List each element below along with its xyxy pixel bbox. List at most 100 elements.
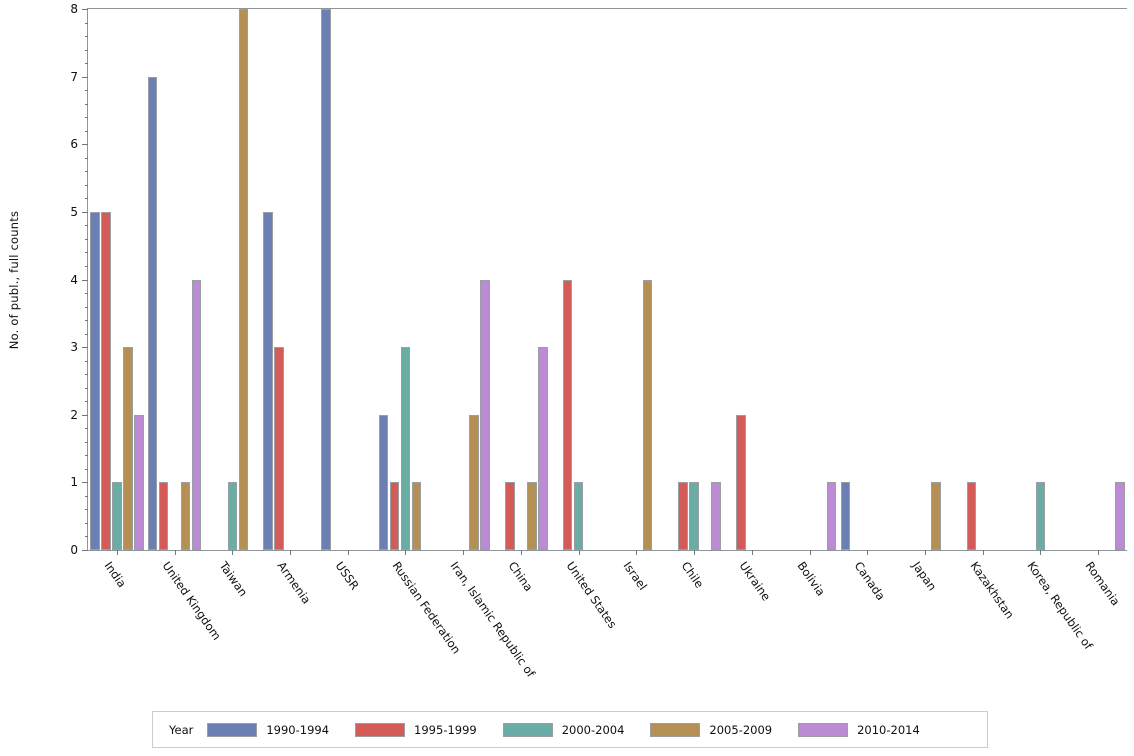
legend-entry[interactable]: 2005-2009 xyxy=(650,722,772,737)
y-axis-minor-tick xyxy=(84,320,88,322)
x-axis-tick xyxy=(347,550,349,555)
legend-label: 1995-1999 xyxy=(414,722,477,737)
bar xyxy=(642,279,653,550)
x-axis-tick xyxy=(751,550,753,555)
y-axis-minor-tick xyxy=(84,441,88,443)
legend-swatch xyxy=(502,722,553,737)
x-axis-tick xyxy=(290,550,292,555)
y-axis-major-tick xyxy=(82,279,88,281)
x-axis-tick-label: Japan xyxy=(909,559,940,594)
y-axis-minor-tick xyxy=(84,509,88,511)
y-axis-minor-tick xyxy=(84,130,88,132)
y-axis-minor-tick xyxy=(84,63,88,65)
bar xyxy=(527,482,537,550)
y-axis-tick-label: 2 xyxy=(70,407,78,422)
bar xyxy=(227,482,238,550)
y-axis-tick-label: 3 xyxy=(70,340,78,355)
bar xyxy=(378,414,389,550)
y-axis-minor-tick xyxy=(84,306,88,308)
bar xyxy=(274,347,284,550)
x-axis-tick xyxy=(405,550,407,555)
legend-entry[interactable]: 2000-2004 xyxy=(502,722,625,737)
x-axis-tick-label: Korea, Republic of xyxy=(1024,559,1096,653)
legend-label: 1990-1994 xyxy=(266,722,330,737)
x-axis-tick-label: Israel xyxy=(620,559,651,593)
x-axis-tick xyxy=(867,550,869,555)
y-axis-minor-tick xyxy=(84,333,88,335)
y-axis-minor-tick xyxy=(84,360,88,362)
y-axis-minor-tick xyxy=(84,22,88,24)
legend-swatch xyxy=(207,722,258,737)
x-axis-tick xyxy=(1098,550,1100,555)
x-axis-tick xyxy=(694,550,696,555)
bar xyxy=(711,482,721,550)
x-axis-tick-label: USSR xyxy=(332,559,362,593)
bar xyxy=(736,414,746,550)
y-axis-tick-label: 8 xyxy=(70,2,78,16)
bar xyxy=(90,211,100,550)
bar xyxy=(505,482,515,550)
y-axis-minor-tick xyxy=(84,225,88,227)
y-axis-major-tick xyxy=(82,482,88,484)
y-axis-minor-tick xyxy=(84,252,88,254)
bar xyxy=(191,279,202,550)
bar xyxy=(689,482,699,550)
bar xyxy=(562,279,573,550)
x-axis-tick-label: Armenia xyxy=(274,559,314,607)
x-axis-tick xyxy=(982,550,984,555)
y-axis-major-tick xyxy=(82,144,88,146)
y-axis-minor-tick xyxy=(84,171,88,173)
y-axis-tick-label: 1 xyxy=(70,475,78,490)
y-axis-major-tick xyxy=(82,9,88,10)
legend-entry[interactable]: 1995-1999 xyxy=(355,722,477,737)
legend-swatch xyxy=(650,722,701,737)
y-axis-major-tick xyxy=(82,550,88,551)
y-axis-minor-tick xyxy=(84,103,88,105)
x-axis-tick xyxy=(636,550,638,555)
x-axis-tick xyxy=(174,550,176,555)
y-axis-minor-tick xyxy=(84,265,88,267)
y-axis-tick-label: 5 xyxy=(70,204,78,219)
bar xyxy=(123,347,133,550)
y-axis-title: No. of publ., full counts xyxy=(7,210,21,350)
y-axis-minor-tick xyxy=(84,455,88,457)
y-axis-tick-label: 7 xyxy=(70,69,78,84)
x-axis-tick xyxy=(809,550,811,555)
bar xyxy=(263,211,273,550)
y-axis-minor-tick xyxy=(84,198,88,200)
y-axis-minor-tick xyxy=(84,522,88,524)
legend-title: Year xyxy=(169,722,194,737)
bar xyxy=(573,482,584,550)
x-axis-tick-label: China xyxy=(505,559,536,594)
plot-area: 0 1 2 3 4 5 6 7 8 India United Kingdom Taiwan Armen… xyxy=(70,2,1127,680)
bar xyxy=(158,482,169,550)
bar xyxy=(134,414,144,550)
y-axis-minor-tick xyxy=(84,387,88,389)
y-axis-minor-tick xyxy=(84,374,88,376)
legend-label: 2000-2004 xyxy=(561,722,625,737)
y-axis-tick-label: 4 xyxy=(70,272,78,287)
y-axis-minor-tick xyxy=(84,49,88,51)
y-axis-minor-tick xyxy=(84,157,88,159)
legend-entry[interactable]: 1990-1994 xyxy=(207,722,330,737)
legend-swatch xyxy=(798,722,849,737)
y-axis-tick-label: 6 xyxy=(70,137,78,152)
bars-layer xyxy=(88,9,1127,550)
y-axis-minor-tick xyxy=(84,90,88,92)
y-axis-minor-tick xyxy=(84,238,88,240)
x-axis-tick-label: Taiwan xyxy=(216,559,251,600)
y-axis-major-tick xyxy=(82,76,88,78)
bar xyxy=(469,414,479,550)
bar xyxy=(480,279,490,550)
legend-entry[interactable]: 2010-2014 xyxy=(798,722,920,737)
bar xyxy=(966,482,977,550)
bar xyxy=(238,9,249,550)
bar xyxy=(1115,482,1125,550)
bar xyxy=(147,76,158,550)
bar xyxy=(931,482,941,550)
bar xyxy=(678,482,688,550)
x-axis-tick-label: United States xyxy=(563,559,620,631)
x-axis-tick-label: Ukraine xyxy=(736,559,774,604)
y-axis-tick-label: 0 xyxy=(70,543,78,557)
